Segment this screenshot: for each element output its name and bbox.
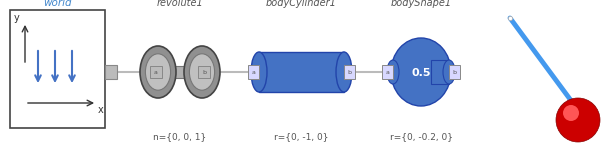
Ellipse shape — [146, 54, 170, 90]
Ellipse shape — [184, 46, 220, 98]
Bar — [150, 66, 162, 78]
Bar — [344, 65, 355, 79]
Ellipse shape — [443, 60, 455, 84]
Text: a: a — [385, 71, 389, 75]
Ellipse shape — [190, 54, 214, 90]
Text: bodyShape1: bodyShape1 — [391, 0, 452, 8]
Text: revolute1: revolute1 — [157, 0, 203, 8]
Text: world: world — [43, 0, 72, 8]
Ellipse shape — [251, 52, 267, 92]
Bar — [393, 60, 411, 84]
Ellipse shape — [563, 105, 579, 121]
Ellipse shape — [140, 46, 176, 98]
Text: bodyCylinder1: bodyCylinder1 — [265, 0, 337, 8]
Bar — [105, 65, 117, 79]
Bar — [259, 52, 344, 92]
Text: b: b — [453, 71, 456, 75]
Bar — [158, 66, 202, 78]
Text: a: a — [252, 71, 255, 75]
Bar — [248, 65, 259, 79]
Ellipse shape — [336, 52, 352, 92]
Text: n={0, 0, 1}: n={0, 0, 1} — [154, 132, 206, 141]
Bar — [382, 65, 393, 79]
Bar — [449, 65, 460, 79]
Ellipse shape — [391, 38, 451, 106]
Bar — [198, 66, 210, 78]
Bar — [431, 60, 449, 84]
Text: r={0, -0.2, 0}: r={0, -0.2, 0} — [389, 132, 453, 141]
Ellipse shape — [387, 60, 399, 84]
Text: y: y — [14, 13, 20, 23]
Text: 0.5: 0.5 — [411, 68, 431, 78]
Text: b: b — [202, 71, 206, 75]
Text: b: b — [347, 71, 352, 75]
Text: a: a — [154, 71, 158, 75]
Bar — [10, 10, 105, 128]
Text: x: x — [98, 105, 104, 115]
Ellipse shape — [556, 98, 600, 142]
Text: r={0, -1, 0}: r={0, -1, 0} — [274, 132, 328, 141]
